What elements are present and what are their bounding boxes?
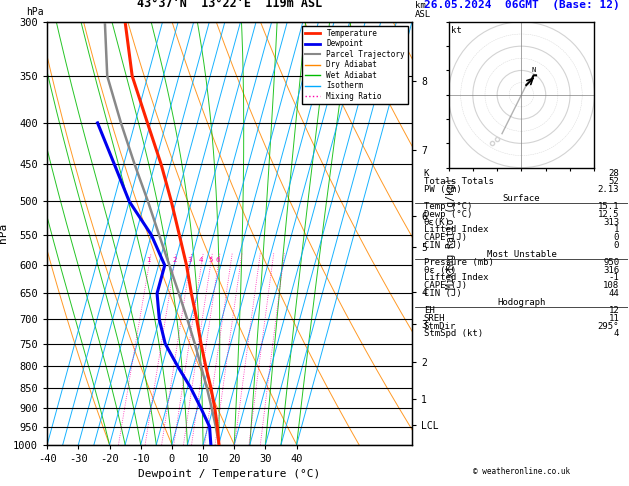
Legend: Temperature, Dewpoint, Parcel Trajectory, Dry Adiabat, Wet Adiabat, Isotherm, Mi: Temperature, Dewpoint, Parcel Trajectory… (302, 26, 408, 104)
Text: 950: 950 (603, 258, 619, 267)
Text: CAPE (J): CAPE (J) (424, 281, 467, 290)
Text: K: K (424, 170, 429, 178)
Text: Dewp (°C): Dewp (°C) (424, 210, 472, 219)
Text: 2: 2 (172, 257, 176, 263)
Text: N: N (532, 67, 536, 73)
Text: Hodograph: Hodograph (498, 298, 545, 307)
Text: 43°37'N  13°22'E  119m ASL: 43°37'N 13°22'E 119m ASL (137, 0, 322, 10)
Text: 5: 5 (208, 257, 213, 263)
Text: 15.1: 15.1 (598, 202, 619, 211)
Text: CAPE (J): CAPE (J) (424, 233, 467, 242)
Text: StmDir: StmDir (424, 322, 456, 330)
Text: PW (cm): PW (cm) (424, 185, 461, 194)
Text: 313: 313 (603, 218, 619, 226)
Text: EH: EH (424, 306, 435, 315)
Text: 12.5: 12.5 (598, 210, 619, 219)
Y-axis label: hPa: hPa (0, 223, 8, 243)
Text: 11: 11 (608, 314, 619, 323)
Text: Pressure (mb): Pressure (mb) (424, 258, 494, 267)
Text: Surface: Surface (503, 194, 540, 203)
Text: Most Unstable: Most Unstable (486, 250, 557, 259)
Text: θε(K): θε(K) (424, 218, 450, 226)
Text: kt: kt (452, 26, 462, 35)
Text: hPa: hPa (26, 7, 44, 17)
Text: 4: 4 (199, 257, 204, 263)
Y-axis label: Mixing Ratio (g/kg): Mixing Ratio (g/kg) (445, 177, 455, 289)
Text: 0: 0 (614, 233, 619, 242)
Text: θε (K): θε (K) (424, 266, 456, 275)
Text: 52: 52 (608, 177, 619, 186)
Text: 44: 44 (608, 289, 619, 298)
Text: 108: 108 (603, 281, 619, 290)
Text: 295°: 295° (598, 322, 619, 330)
X-axis label: Dewpoint / Temperature (°C): Dewpoint / Temperature (°C) (138, 469, 321, 479)
Text: CIN (J): CIN (J) (424, 289, 461, 298)
Text: Temp (°C): Temp (°C) (424, 202, 472, 211)
Text: 2.13: 2.13 (598, 185, 619, 194)
Text: SREH: SREH (424, 314, 445, 323)
Text: 0: 0 (614, 241, 619, 250)
Text: -1: -1 (608, 274, 619, 282)
Text: Lifted Index: Lifted Index (424, 274, 488, 282)
Text: 28: 28 (608, 170, 619, 178)
Text: 26.05.2024  06GMT  (Base: 12): 26.05.2024 06GMT (Base: 12) (423, 0, 620, 10)
Text: 4: 4 (614, 330, 619, 338)
Text: Totals Totals: Totals Totals (424, 177, 494, 186)
Text: 3: 3 (187, 257, 192, 263)
Text: 12: 12 (608, 306, 619, 315)
Text: CIN (J): CIN (J) (424, 241, 461, 250)
Text: © weatheronline.co.uk: © weatheronline.co.uk (473, 467, 570, 476)
Text: km
ASL: km ASL (415, 1, 431, 19)
Text: 1: 1 (147, 257, 151, 263)
Text: 1: 1 (614, 226, 619, 234)
Text: Lifted Index: Lifted Index (424, 226, 488, 234)
Text: StmSpd (kt): StmSpd (kt) (424, 330, 483, 338)
Text: 6: 6 (216, 257, 220, 263)
Text: 316: 316 (603, 266, 619, 275)
